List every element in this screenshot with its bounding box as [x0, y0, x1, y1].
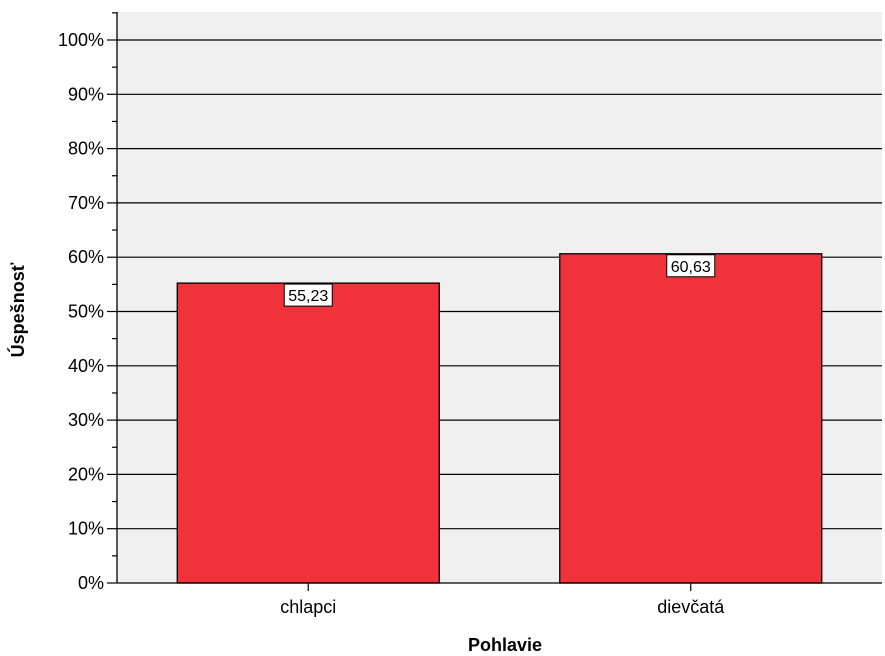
data-label-box [283, 283, 333, 307]
data-label: 60,63 [666, 254, 716, 278]
data-label-box [666, 254, 716, 278]
data-label-value: 55,23 [288, 288, 328, 305]
x-tick-label: dievčatá [657, 597, 725, 617]
x-ticks: chlapci dievčatá [280, 583, 725, 617]
data-label: 55,23 [283, 283, 333, 307]
y-tick-label: 60% [68, 247, 104, 267]
data-labels: 55,23 60,63 [283, 254, 716, 307]
y-ticks: 0% 10% 20% 30% 40% 50% 60% 70% 80% 90% 100% [58, 12, 117, 593]
bars [176, 253, 823, 584]
bar-chlapci [176, 282, 440, 584]
bar-dievcata [559, 253, 823, 584]
y-tick-label: 40% [68, 356, 104, 376]
x-tick-label: chlapci [280, 597, 336, 617]
y-tick-label: 100% [58, 30, 104, 50]
data-label-value: 60,63 [671, 259, 711, 276]
y-tick-label: 10% [68, 519, 104, 539]
y-axis-title: Úspešnosť [7, 262, 28, 357]
axes [116, 12, 882, 584]
y-tick-label: 50% [68, 302, 104, 322]
y-tick-label: 20% [68, 464, 104, 484]
y-tick-label: 30% [68, 410, 104, 430]
y-tick-label: 70% [68, 193, 104, 213]
y-tick-label: 0% [78, 573, 104, 593]
y-tick-label: 80% [68, 139, 104, 159]
x-axis-title: Pohlavie [468, 635, 542, 655]
y-tick-label: 90% [68, 84, 104, 104]
